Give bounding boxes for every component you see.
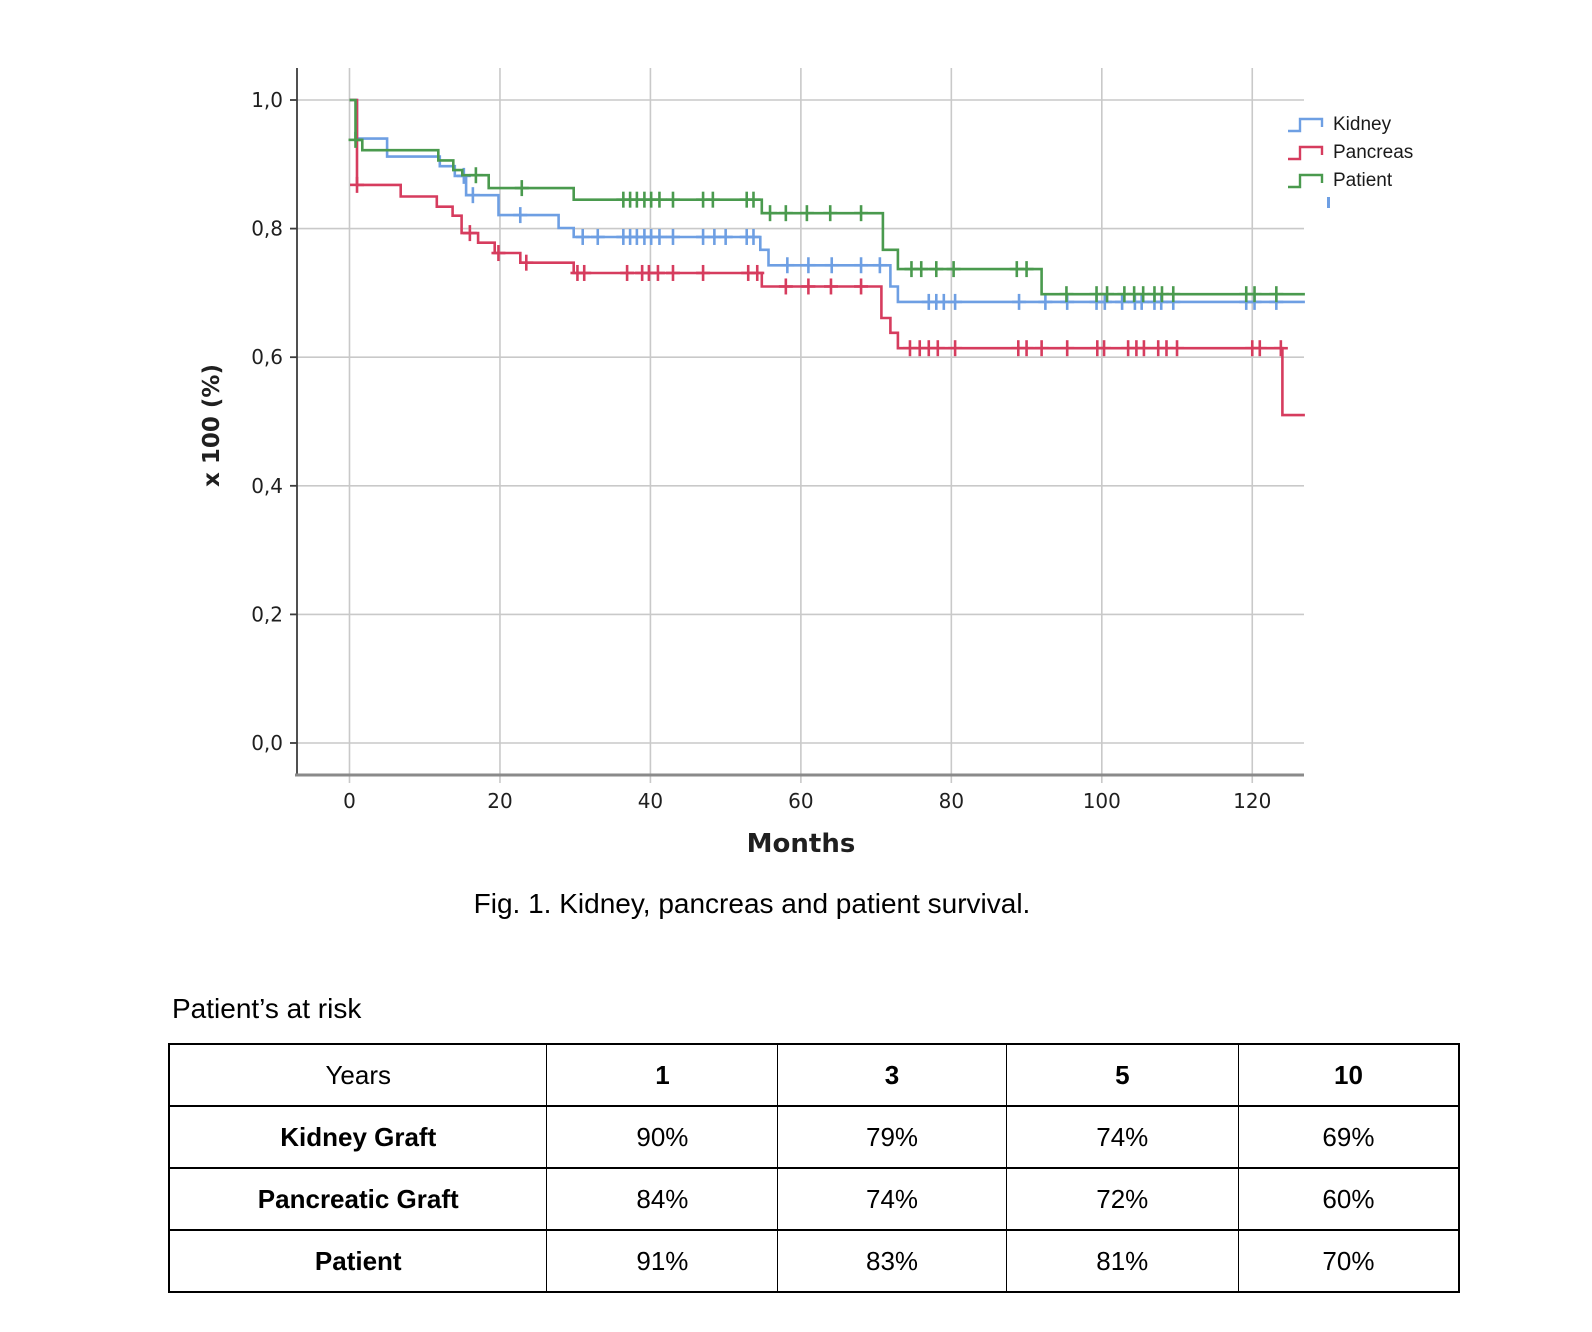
- table-row-patient: Patient 91% 83% 81% 70%: [168, 1229, 1460, 1293]
- legend-step-icon-kidney: [1288, 117, 1324, 133]
- patient-1y: 91%: [546, 1229, 779, 1293]
- kidney-graft-3y: 79%: [777, 1105, 1007, 1169]
- legend-step-icon-patient: [1288, 173, 1324, 189]
- legend-label-patient: Patient: [1333, 170, 1393, 191]
- kidney-graft-1y: 90%: [546, 1105, 779, 1169]
- survival-curve-kidney: [349, 98, 1305, 304]
- table-header-1y: 1: [546, 1043, 779, 1107]
- chart-text: 120: [1233, 789, 1271, 813]
- legend-entry-kidney: Kidney: [1286, 111, 1413, 139]
- legend-label-pancreas: Pancreas: [1333, 142, 1414, 163]
- table-row-kidney-graft: Kidney Graft 90% 79% 74% 69%: [168, 1105, 1460, 1169]
- legend-entry-pancreas: Pancreas: [1286, 139, 1413, 167]
- chart-text: 0,6: [251, 345, 283, 369]
- chart-text: 0,2: [251, 602, 283, 626]
- pancreatic-graft-3y: 74%: [777, 1167, 1007, 1231]
- pancreatic-graft-1y: 84%: [546, 1167, 779, 1231]
- patient-10y: 70%: [1237, 1229, 1460, 1293]
- chart-text: Months: [747, 829, 856, 859]
- table-header-row: Years 1 3 5 10: [168, 1043, 1460, 1107]
- legend-step-icon-pancreas: [1288, 145, 1324, 161]
- stray-blue-censor-mark: [1327, 197, 1330, 208]
- patient-5y: 81%: [1005, 1229, 1239, 1293]
- row-label-patient: Patient: [168, 1229, 548, 1293]
- row-label-kidney-graft: Kidney Graft: [168, 1105, 548, 1169]
- table-row-pancreatic-graft: Pancreatic Graft 84% 74% 72% 60%: [168, 1167, 1460, 1231]
- chart-text: 100: [1083, 789, 1121, 813]
- survival-chart: 0,0 0,2 0,4 0,6 0,8 1,0 0 20 40 60 80 100 120 x 100 (…: [199, 68, 1305, 859]
- legend-label-kidney: Kidney: [1333, 114, 1392, 135]
- row-label-pancreatic-graft: Pancreatic Graft: [168, 1167, 548, 1231]
- legend-entry-patient: Patient: [1286, 167, 1413, 195]
- chart-text: 60: [788, 789, 813, 813]
- pancreatic-graft-10y: 60%: [1237, 1167, 1460, 1231]
- chart-text: 0,8: [251, 217, 283, 241]
- kidney-graft-5y: 74%: [1005, 1105, 1239, 1169]
- patient-3y: 83%: [777, 1229, 1007, 1293]
- survival-curve-patient: [349, 98, 1305, 296]
- chart-text: 1,0: [251, 88, 283, 112]
- table-header-10y: 10: [1237, 1043, 1460, 1107]
- pancreatic-graft-5y: 72%: [1005, 1167, 1239, 1231]
- chart-text: 20: [487, 789, 512, 813]
- table-header-years: Years: [168, 1043, 548, 1107]
- survival-curve-pancreas: [349, 98, 1305, 417]
- table-header-5y: 5: [1005, 1043, 1239, 1107]
- risk-table-heading: Patient’s at risk: [172, 993, 362, 1024]
- table-header-3y: 3: [777, 1043, 1007, 1107]
- chart-text: 40: [638, 789, 663, 813]
- chart-text: x 100 (%): [199, 364, 225, 487]
- chart-text: 80: [939, 789, 964, 813]
- chart-text: 0: [343, 789, 356, 813]
- chart-text: 0,0: [251, 731, 283, 755]
- figure-caption: Fig. 1. Kidney, pancreas and patient sur…: [473, 888, 1031, 919]
- patients-at-risk-table: Years 1 3 5 10 Kidney Graft 90% 79% 74% …: [168, 1043, 1460, 1293]
- kidney-graft-10y: 69%: [1237, 1105, 1460, 1169]
- chart-legend: Kidney Pancreas Patient: [1286, 111, 1413, 195]
- chart-text: 0,4: [251, 474, 283, 498]
